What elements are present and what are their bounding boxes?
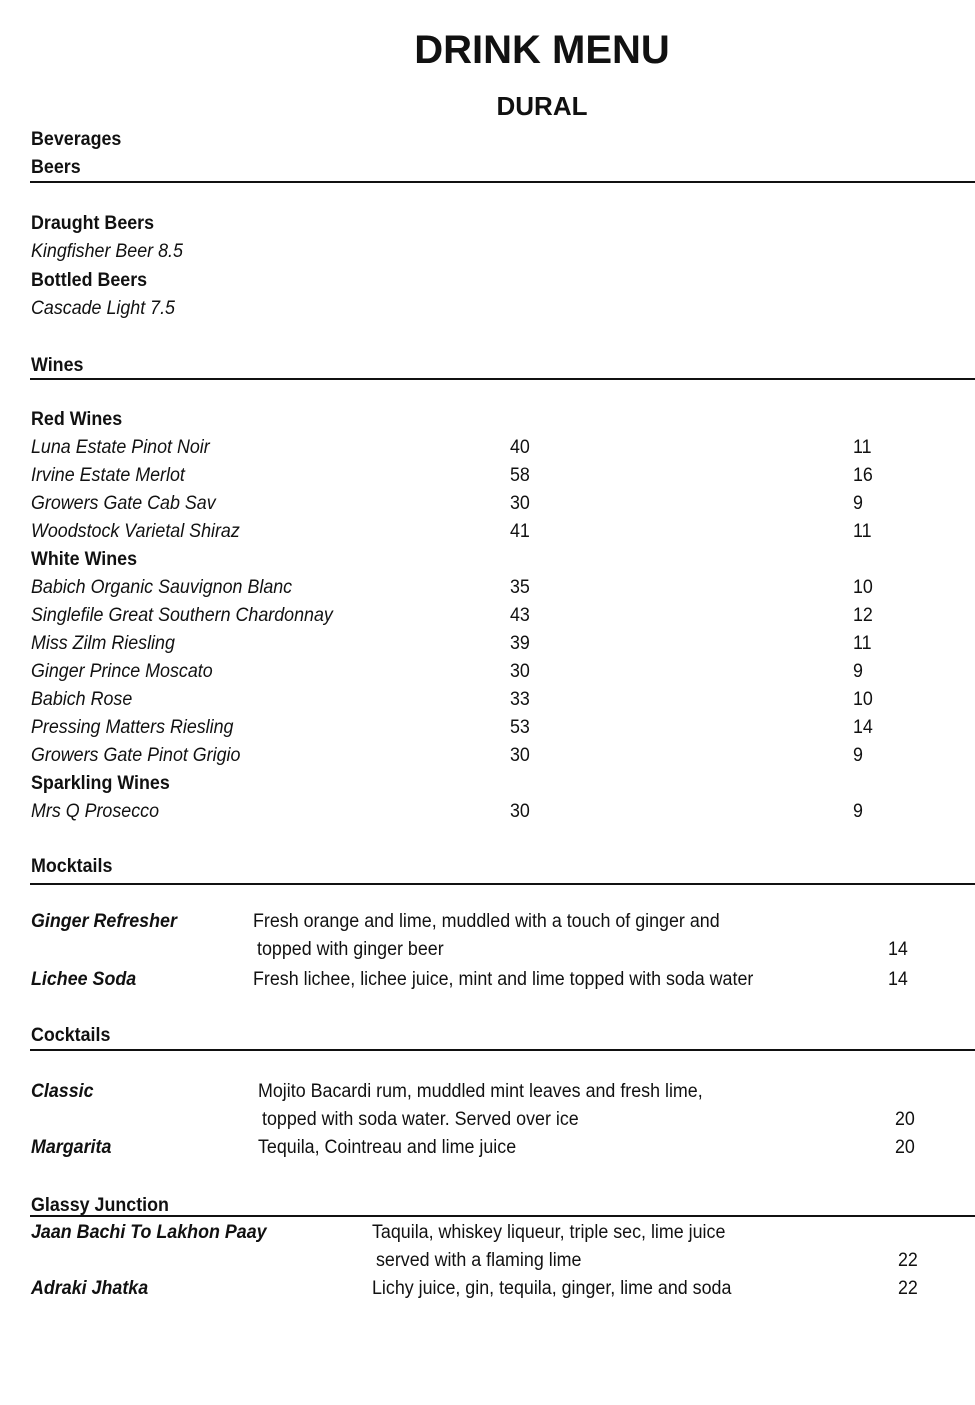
bottle-price: 30	[510, 661, 530, 682]
wine-name: Ginger Prince Moscato	[31, 661, 213, 682]
glass-price: 11	[853, 521, 872, 542]
drink-name: Ginger Refresher	[31, 911, 177, 932]
section-heading: Cocktails	[31, 1025, 111, 1046]
wine-name: Growers Gate Pinot Grigio	[31, 745, 241, 766]
page-title: DRINK MENU	[414, 28, 670, 72]
section-divider	[30, 1049, 975, 1051]
drink-price: 22	[898, 1250, 918, 1271]
drink-price: 20	[895, 1109, 915, 1130]
wine-name: Woodstock Varietal Shiraz	[31, 521, 240, 542]
bottle-price: 41	[510, 521, 530, 542]
drink-price: 20	[895, 1137, 915, 1158]
glass-price: 9	[853, 493, 863, 514]
drink-description: Fresh lichee, lichee juice, mint and lim…	[253, 969, 754, 990]
wine-name: Babich Rose	[31, 689, 133, 710]
drink-name: Adraki Jhatka	[31, 1278, 149, 1299]
wine-name: Mrs Q Prosecco	[31, 801, 160, 822]
page-subtitle: DURAL	[496, 91, 588, 121]
drink-description: served with a flaming lime	[376, 1250, 582, 1271]
bottle-price: 43	[510, 605, 530, 626]
bottle-price: 30	[510, 745, 530, 766]
glass-price: 12	[853, 605, 873, 626]
drink-name: Margarita	[31, 1137, 112, 1158]
wine-name: Irvine Estate Merlot	[31, 465, 185, 486]
drink-description: topped with soda water. Served over ice	[262, 1109, 579, 1130]
bottle-price: 53	[510, 717, 530, 738]
wine-name: Luna Estate Pinot Noir	[31, 437, 210, 458]
wine-name: Babich Organic Sauvignon Blanc	[31, 577, 293, 598]
menu-item: Cascade Light 7.5	[31, 298, 175, 319]
wine-name: Miss Zilm Riesling	[31, 633, 175, 654]
drink-price: 14	[888, 969, 908, 990]
bottle-price: 30	[510, 801, 530, 822]
subsection-heading: Bottled Beers	[31, 270, 148, 291]
wine-name: Pressing Matters Riesling	[31, 717, 234, 738]
glass-price: 10	[853, 577, 873, 598]
drink-description: Lichy juice, gin, tequila, ginger, lime …	[372, 1278, 732, 1299]
bottle-price: 40	[510, 437, 530, 458]
section-heading: Mocktails	[31, 856, 113, 877]
drink-description: topped with ginger beer	[257, 939, 444, 960]
drink-price: 14	[888, 939, 908, 960]
drink-price: 22	[898, 1278, 918, 1299]
glass-price: 9	[853, 745, 863, 766]
glass-price: 10	[853, 689, 873, 710]
section-divider	[30, 378, 975, 380]
section-divider	[30, 1215, 975, 1217]
section-label: Beverages	[31, 129, 122, 150]
glass-price: 16	[853, 465, 873, 486]
subsection-heading: Sparkling Wines	[31, 773, 170, 794]
section-divider	[30, 181, 975, 183]
glass-price: 9	[853, 801, 863, 822]
drink-name: Lichee Soda	[31, 969, 137, 990]
subsection-heading: White Wines	[31, 549, 138, 570]
glass-price: 14	[853, 717, 873, 738]
bottle-price: 33	[510, 689, 530, 710]
glass-price: 11	[853, 437, 872, 458]
section-heading: Beers	[31, 157, 81, 178]
drink-name: Classic	[31, 1081, 94, 1102]
bottle-price: 39	[510, 633, 530, 654]
wine-name: Singlefile Great Southern Chardonnay	[31, 605, 333, 626]
section-heading: Glassy Junction	[31, 1195, 169, 1216]
wine-name: Growers Gate Cab Sav	[31, 493, 216, 514]
glass-price: 9	[853, 661, 863, 682]
section-heading: Wines	[31, 355, 84, 376]
section-divider	[30, 883, 975, 885]
bottle-price: 30	[510, 493, 530, 514]
drink-name: Jaan Bachi To Lakhon Paay	[31, 1222, 267, 1243]
bottle-price: 35	[510, 577, 530, 598]
menu-item: Kingfisher Beer 8.5	[31, 241, 183, 262]
subsection-heading: Red Wines	[31, 409, 123, 430]
subsection-heading: Draught Beers	[31, 213, 155, 234]
drink-description: Tequila, Cointreau and lime juice	[258, 1137, 517, 1158]
drink-description: Taquila, whiskey liqueur, triple sec, li…	[372, 1222, 726, 1243]
glass-price: 11	[853, 633, 872, 654]
bottle-price: 58	[510, 465, 530, 486]
drink-description: Fresh orange and lime, muddled with a to…	[253, 911, 720, 932]
drink-description: Mojito Bacardi rum, muddled mint leaves …	[258, 1081, 703, 1102]
